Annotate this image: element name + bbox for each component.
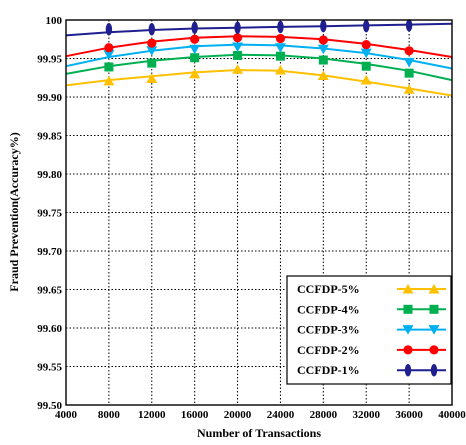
series-4 — [65, 33, 453, 58]
legend-marker — [428, 325, 440, 335]
data-point — [274, 43, 286, 53]
y-tick-label: 99.85 — [37, 131, 62, 143]
plot-frame — [65, 19, 453, 406]
data-point — [318, 55, 328, 65]
series-2 — [65, 50, 453, 82]
series-line — [65, 22, 453, 37]
data-point — [146, 46, 158, 56]
gridlines — [66, 20, 452, 405]
y-tick-label: 99.55 — [37, 362, 62, 374]
legend-marker — [404, 364, 412, 377]
y-tick-label: 99.60 — [37, 323, 62, 335]
data-point — [190, 53, 200, 63]
legend: CCFDP-5% CCFDP-4% CCFDP-3% CCFDP-2% CCFDP-1% — [286, 275, 452, 385]
tick-labels: 99.50 99.55 99.60 99.65 99.70 99.75 99.80 99.85… — [37, 15, 466, 421]
legend-marker — [429, 304, 439, 314]
data-point — [277, 20, 284, 34]
y-tick-label: 99.75 — [37, 208, 62, 220]
legend-marker — [430, 364, 438, 377]
series-3 — [65, 42, 453, 70]
legend-marker — [403, 304, 413, 314]
data-point — [317, 44, 329, 55]
x-tick-label: 36000 — [395, 409, 423, 421]
y-axis-title: Fraud Prevention(Accuracy%) — [7, 132, 21, 291]
data-point — [232, 33, 243, 43]
y-tick-label: 99.70 — [37, 246, 62, 258]
legend-label: CCFDP-5% — [297, 282, 360, 296]
data-point — [361, 61, 371, 71]
y-tick-label: 99.65 — [37, 285, 62, 297]
data-point — [360, 48, 372, 59]
data-point — [191, 21, 198, 34]
y-tick-label: 99.95 — [37, 54, 62, 66]
data-point — [189, 68, 201, 79]
legend-item: CCFDP-2% — [297, 343, 446, 357]
data-point — [403, 84, 415, 94]
data-point — [104, 43, 114, 53]
data-point — [275, 51, 285, 61]
data-point — [275, 33, 286, 44]
legend-marker — [429, 345, 439, 355]
data-point — [403, 57, 415, 68]
series-line — [65, 35, 453, 58]
y-tick-label: 99.50 — [37, 400, 62, 412]
legend-label: CCFDP-4% — [297, 302, 360, 316]
data-point — [189, 44, 201, 55]
legend-item: CCFDP-4% — [297, 302, 446, 316]
data-point — [234, 21, 241, 34]
data-point — [361, 40, 371, 50]
data-point — [104, 62, 114, 72]
data-point — [404, 46, 414, 56]
data-point — [105, 23, 113, 36]
legend-label: CCFDP-3% — [297, 323, 360, 337]
y-tick-label: 99.90 — [37, 92, 62, 104]
data-point — [146, 73, 158, 84]
data-point — [405, 19, 413, 32]
data-point — [103, 50, 115, 60]
x-tick-label: 28000 — [310, 409, 338, 421]
data-point — [318, 35, 328, 45]
series-5 — [65, 19, 453, 37]
series-layer — [65, 19, 453, 97]
legend-item: CCFDP-3% — [297, 323, 446, 337]
series-1 — [65, 64, 453, 97]
x-axis-title: Number of Transactions — [197, 426, 321, 440]
x-tick-label: 4000 — [55, 409, 78, 421]
y-tick-label: 99.80 — [37, 169, 62, 181]
y-tick-label: 100 — [46, 15, 63, 27]
legend-label: CCFDP-2% — [297, 343, 360, 357]
series-line — [65, 43, 453, 70]
series-line — [65, 53, 453, 82]
data-point — [103, 75, 115, 86]
legend-marker — [402, 325, 414, 335]
x-tick-label: 32000 — [352, 409, 380, 421]
data-point — [363, 19, 370, 33]
data-point — [148, 23, 155, 36]
data-point — [274, 65, 286, 75]
legend-item: CCFDP-5% — [297, 282, 446, 296]
legend-marker — [403, 345, 413, 355]
data-point — [232, 42, 244, 52]
x-tick-label: 20000 — [224, 409, 252, 421]
data-point — [147, 38, 157, 48]
data-point — [404, 68, 414, 78]
x-tick-label: 24000 — [267, 409, 295, 421]
x-tick-label: 40000 — [438, 409, 466, 421]
x-tick-label: 16000 — [181, 409, 209, 421]
data-point — [320, 19, 327, 33]
data-point — [233, 50, 243, 60]
legend-item: CCFDP-1% — [297, 363, 446, 377]
data-point — [317, 70, 329, 80]
legend-marker — [428, 284, 440, 294]
data-point — [190, 34, 200, 44]
data-point — [232, 64, 244, 74]
series-line — [65, 68, 453, 97]
data-point — [360, 75, 372, 85]
data-point — [147, 58, 157, 68]
legend-label: CCFDP-1% — [297, 363, 360, 377]
legend-marker — [402, 284, 414, 294]
x-tick-label: 8000 — [98, 409, 121, 421]
x-tick-label: 12000 — [138, 409, 166, 421]
